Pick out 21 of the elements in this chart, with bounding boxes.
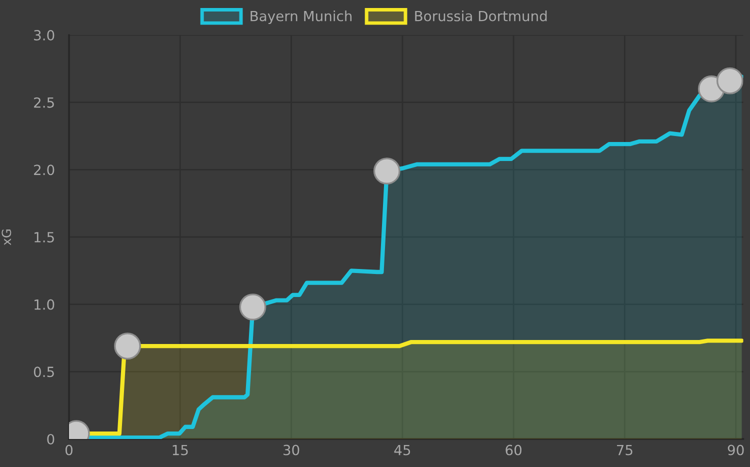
y-tick-label: 2.0 bbox=[34, 164, 54, 176]
x-tick-label: 45 bbox=[394, 444, 410, 456]
point bbox=[114, 332, 141, 360]
x-tick-label: 30 bbox=[284, 444, 300, 456]
y-tick-label: 1.5 bbox=[34, 232, 54, 242]
y-tick-label: 3.0 bbox=[34, 30, 54, 40]
y-tick-label: 0.5 bbox=[34, 366, 54, 378]
point bbox=[239, 294, 266, 320]
x-tick-label: 60 bbox=[506, 444, 522, 456]
x-tick-label: 15 bbox=[172, 444, 188, 456]
point bbox=[373, 158, 400, 184]
y-tick-label: 1.0 bbox=[34, 299, 54, 310]
y-axis-title: xG bbox=[2, 229, 12, 246]
legend-label: Bayern Munich bbox=[250, 10, 352, 24]
y-tick-label: 2.5 bbox=[34, 97, 54, 108]
x-tick-label: 90 bbox=[728, 444, 744, 456]
y-tick-label: 0 bbox=[47, 434, 54, 444]
point bbox=[716, 67, 744, 94]
x-tick-label: 75 bbox=[617, 444, 632, 456]
x-tick-label: 0 bbox=[65, 444, 72, 456]
legend-label: Borussia Dortmund bbox=[415, 10, 547, 22]
